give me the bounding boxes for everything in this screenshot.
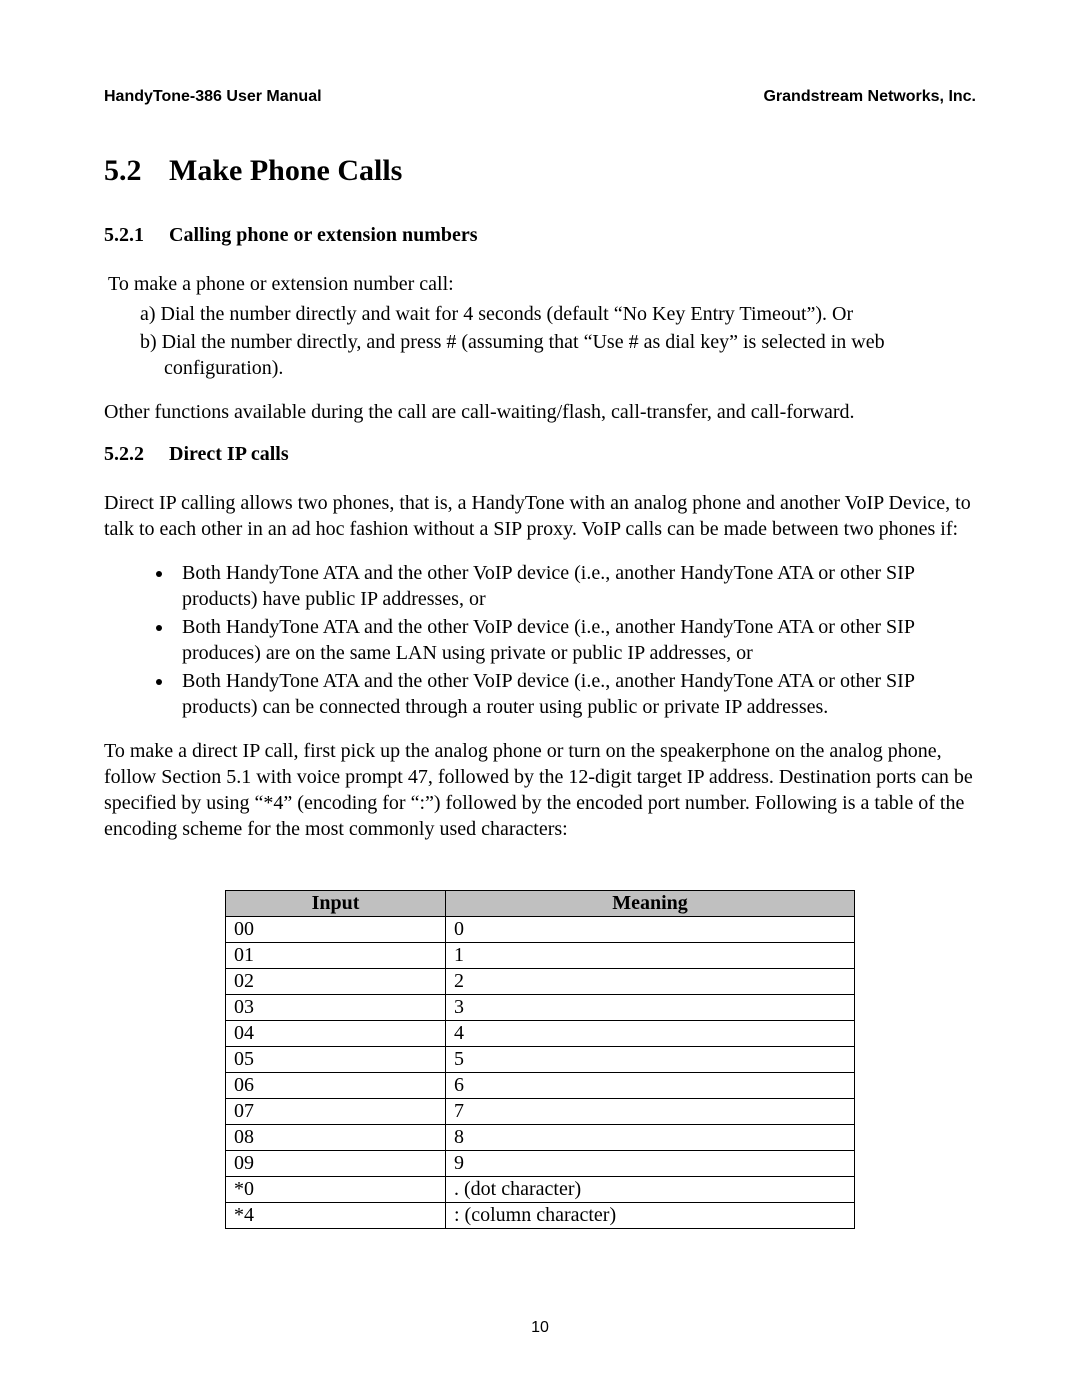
table-row: *0. (dot character)	[226, 1177, 855, 1203]
header-left: HandyTone-386 User Manual	[104, 88, 322, 106]
cell-meaning: 6	[446, 1073, 855, 1099]
table-row: 088	[226, 1125, 855, 1151]
table-row: 055	[226, 1047, 855, 1073]
cell-input: 01	[226, 943, 446, 969]
table-row: 099	[226, 1151, 855, 1177]
subsection-title: Calling phone or extension numbers	[169, 224, 478, 246]
bullet-list-conditions: Both HandyTone ATA and the other VoIP de…	[104, 560, 976, 720]
cell-meaning: 3	[446, 995, 855, 1021]
lettered-item-b: b) Dial the number directly, and press #…	[104, 329, 976, 381]
section-number: 5.2	[104, 154, 142, 188]
section-title: Make Phone Calls	[169, 154, 402, 187]
table-row: 033	[226, 995, 855, 1021]
table-header-input: Input	[226, 891, 446, 917]
cell-input: 09	[226, 1151, 446, 1177]
cell-meaning: 2	[446, 969, 855, 995]
lettered-item-a: a) Dial the number directly and wait for…	[104, 301, 976, 327]
cell-meaning: 4	[446, 1021, 855, 1047]
page-header: HandyTone-386 User Manual Grandstream Ne…	[104, 88, 976, 106]
table-header-row: Input Meaning	[226, 891, 855, 917]
list-item: Both HandyTone ATA and the other VoIP de…	[174, 614, 976, 666]
cell-input: 00	[226, 917, 446, 943]
subsection-number: 5.2.2	[104, 443, 144, 466]
section-heading: 5.2 Make Phone Calls	[104, 154, 976, 188]
table-row: *4: (column character)	[226, 1203, 855, 1229]
cell-meaning: 8	[446, 1125, 855, 1151]
cell-input: 02	[226, 969, 446, 995]
cell-meaning: . (dot character)	[446, 1177, 855, 1203]
cell-meaning: 9	[446, 1151, 855, 1177]
subsection-title: Direct IP calls	[169, 443, 289, 465]
table-header-meaning: Meaning	[446, 891, 855, 917]
encoding-table-wrap: Input Meaning 000 011 022 033 044 055 06…	[104, 890, 976, 1229]
table-row: 000	[226, 917, 855, 943]
paragraph-direct-ip-intro: Direct IP calling allows two phones, tha…	[104, 490, 976, 542]
page-number: 10	[0, 1319, 1080, 1337]
paragraph-direct-ip-howto: To make a direct IP call, first pick up …	[104, 738, 976, 842]
cell-input: 05	[226, 1047, 446, 1073]
cell-meaning: : (column character)	[446, 1203, 855, 1229]
list-item: Both HandyTone ATA and the other VoIP de…	[174, 668, 976, 720]
cell-input: 07	[226, 1099, 446, 1125]
paragraph-other-functions: Other functions available during the cal…	[104, 399, 976, 425]
table-row: 011	[226, 943, 855, 969]
cell-input: *0	[226, 1177, 446, 1203]
subsection-number: 5.2.1	[104, 224, 144, 247]
header-right: Grandstream Networks, Inc.	[763, 88, 976, 106]
cell-input: 04	[226, 1021, 446, 1047]
cell-input: 06	[226, 1073, 446, 1099]
subsection-5-2-1: 5.2.1 Calling phone or extension numbers	[104, 224, 976, 247]
table-row: 066	[226, 1073, 855, 1099]
table-row: 044	[226, 1021, 855, 1047]
cell-input: *4	[226, 1203, 446, 1229]
table-row: 022	[226, 969, 855, 995]
subsection-5-2-2: 5.2.2 Direct IP calls	[104, 443, 976, 466]
cell-input: 03	[226, 995, 446, 1021]
cell-meaning: 5	[446, 1047, 855, 1073]
encoding-table: Input Meaning 000 011 022 033 044 055 06…	[225, 890, 855, 1229]
table-body: 000 011 022 033 044 055 066 077 088 099 …	[226, 917, 855, 1229]
cell-meaning: 1	[446, 943, 855, 969]
cell-input: 08	[226, 1125, 446, 1151]
table-row: 077	[226, 1099, 855, 1125]
cell-meaning: 7	[446, 1099, 855, 1125]
cell-meaning: 0	[446, 917, 855, 943]
list-item: Both HandyTone ATA and the other VoIP de…	[174, 560, 976, 612]
intro-paragraph: To make a phone or extension number call…	[104, 271, 976, 297]
